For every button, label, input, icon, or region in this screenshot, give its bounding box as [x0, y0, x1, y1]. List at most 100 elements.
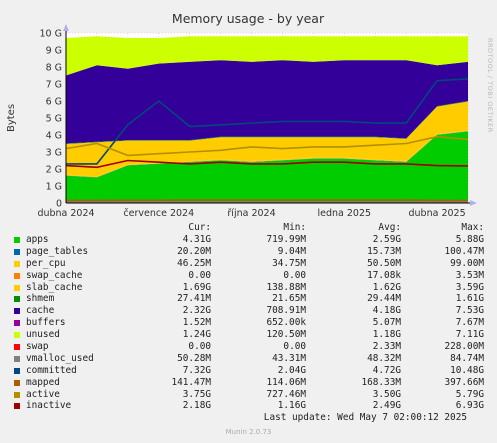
legend-avg: 2.49G — [372, 400, 401, 412]
legend-series-name: vmalloc_used — [26, 352, 94, 364]
legend-cur: 141.47M — [171, 376, 211, 388]
legend-series-name: mapped — [26, 376, 60, 388]
legend-swatch — [14, 391, 20, 398]
y-tick-label: 4 G — [46, 131, 62, 142]
legend-max: 397.66M — [444, 376, 484, 388]
y-tick-label: 10 G — [40, 29, 62, 40]
legend-avg: 2.59G — [372, 234, 401, 245]
legend-avg: 1.62G — [372, 281, 401, 293]
legend-avg: 1.18G — [372, 329, 401, 341]
legend-swatch — [14, 284, 20, 291]
legend-max: 84.74M — [450, 352, 484, 364]
y-tick-label: 8 G — [46, 63, 62, 74]
legend-row-swap: swap 0.00 0.00 2.33M 228.00M — [12, 341, 487, 353]
legend-swatch — [14, 272, 20, 279]
series-lines — [65, 78, 469, 203]
legend-max: 5.88G — [455, 234, 484, 245]
y-tick-label: 0 — [56, 199, 62, 210]
legend-cur: 0.00 — [188, 341, 211, 353]
legend-row-vmalloc_used: vmalloc_used 50.28M 43.31M 48.32M 84.74M — [12, 353, 487, 365]
legend-series-name: cache — [26, 305, 55, 317]
legend-avg: 2.33M — [372, 341, 401, 353]
y-tick-label: 7 G — [46, 80, 62, 91]
legend-row-shmem: shmem 27.41M 21.65M 29.44M 1.61G — [12, 293, 487, 305]
legend-row-swap_cache: swap_cache 0.00 0.00 17.08k 3.53M — [12, 270, 487, 282]
legend-min: 114.06M — [266, 376, 306, 388]
legend-max: 7.67M — [455, 317, 484, 329]
legend-series-name: buffers — [26, 317, 66, 329]
legend-row-mapped: mapped 141.47M 114.06M 168.33M 397.66M — [12, 377, 487, 389]
legend-max: 7.53G — [455, 305, 484, 317]
legend-series-name: page_tables — [26, 245, 89, 257]
legend-series-name: unused — [26, 329, 60, 341]
legend-max: 6.93G — [455, 400, 484, 412]
legend-max: 3.59G — [455, 281, 484, 293]
line-mapped — [66, 199, 469, 202]
legend-max: 1.61G — [455, 293, 484, 305]
legend-min: 34.75M — [272, 257, 306, 269]
legend-cur: 1.52M — [182, 317, 211, 329]
legend-row-committed: committed 7.32G 2.04G 4.72G 10.48G — [12, 365, 487, 377]
legend-cur: 0.00 — [188, 269, 211, 281]
legend-header-cur: Cur: — [188, 222, 211, 233]
legend-cur: 7.32G — [182, 364, 211, 376]
y-tick-label: 1 G — [46, 182, 62, 193]
legend-swatch — [14, 296, 20, 303]
legend-series-name: active — [26, 388, 60, 400]
legend-max: 100.47M — [444, 245, 484, 257]
legend-avg: 3.50G — [372, 388, 401, 400]
legend-series-name: inactive — [26, 400, 72, 412]
legend-swatch — [14, 320, 20, 327]
legend-swatch — [14, 367, 20, 374]
legend-min: 2.04G — [277, 364, 306, 376]
legend-cur: 27.41M — [177, 293, 211, 305]
x-tick-label: července 2024 — [123, 208, 194, 219]
line-active — [65, 135, 469, 157]
line-committed — [66, 78, 469, 165]
legend-min: 138.88M — [266, 281, 306, 293]
legend-cur: 2.18G — [182, 400, 211, 412]
legend-row-active: active 3.75G 727.46M 3.50G 5.79G — [12, 389, 487, 401]
legend-max: 10.48G — [450, 364, 484, 376]
y-axis-label: Bytes — [6, 104, 17, 132]
legend-header-row: Cur: Min: Avg: Max: — [12, 222, 487, 234]
x-tick-label: ledna 2025 — [318, 208, 372, 219]
legend-avg: 50.50M — [367, 257, 401, 269]
legend-cur: 20.20M — [177, 245, 211, 257]
area-unused — [66, 36, 468, 76]
legend-cur: 2.32G — [182, 305, 211, 317]
legend-max: 3.53M — [455, 269, 484, 281]
legend-swatch — [14, 308, 20, 315]
legend-series-name: swap — [26, 341, 49, 353]
legend-avg: 4.18G — [372, 305, 401, 317]
legend-min: 0.00 — [283, 341, 306, 353]
x-tick-label: dubna 2025 — [409, 208, 466, 219]
x-tick-labels: dubna 2024 července 2024 října 2024 ledna 2… — [37, 208, 465, 219]
y-axis-arrow-icon — [63, 24, 69, 31]
legend-max: 7.11G — [455, 329, 484, 341]
legend-row-unused: unused 1.24G 120.50M 1.18G 7.11G — [12, 329, 487, 341]
x-tick-label: dubna 2024 — [37, 208, 94, 219]
legend-swatch — [14, 237, 20, 243]
legend-series-name: shmem — [26, 293, 55, 305]
legend-min: 719.99M — [266, 234, 306, 245]
x-axis-arrow-icon — [470, 200, 477, 206]
legend-header-max: Max: — [461, 222, 484, 233]
legend-swatch — [14, 403, 20, 410]
legend-swatch — [14, 344, 20, 351]
y-tick-label: 5 G — [46, 114, 62, 125]
legend-min: 9.04M — [277, 245, 306, 257]
legend-row-page_tables: page_tables 20.20M 9.04M 15.73M 100.47M — [12, 246, 487, 258]
legend-row-inactive: inactive 2.18G 1.16G 2.49G 6.93G — [12, 400, 487, 412]
munin-version: Munin 2.0.73 — [225, 428, 272, 436]
legend-swatch — [14, 379, 20, 386]
legend-avg: 5.07M — [372, 317, 401, 329]
legend-header-min: Min: — [283, 222, 306, 233]
legend-min: 1.16G — [277, 400, 306, 412]
legend-min: 120.50M — [266, 329, 306, 341]
y-tick-labels: 0 1 G 2 G 3 G 4 G 5 G 6 G 7 G 8 G 9 G 10 G — [40, 29, 62, 210]
legend-avg: 48.32M — [367, 352, 401, 364]
legend-cur: 4.31G — [182, 234, 211, 245]
legend-row-slab_cache: slab_cache 1.69G 138.88M 1.62G 3.59G — [12, 282, 487, 294]
